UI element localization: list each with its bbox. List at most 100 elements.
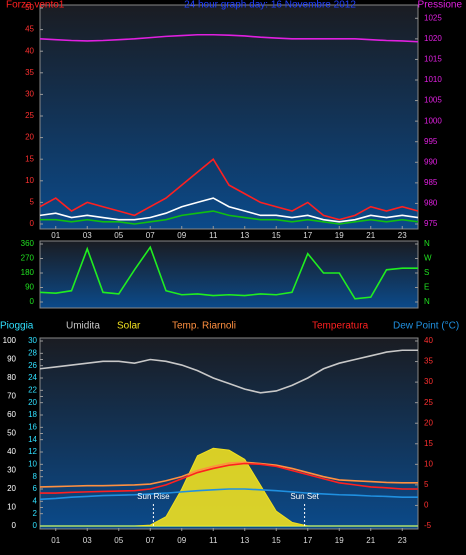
x-tick-label: 15 xyxy=(272,536,281,545)
y2-tick-label: 995 xyxy=(424,137,438,146)
y2-tick-label: 15 xyxy=(424,439,433,448)
x-tick-label: 11 xyxy=(209,536,218,545)
y-tick-label: 25 xyxy=(25,111,34,120)
line xyxy=(39,157,419,221)
y-tick-label: 90 xyxy=(25,283,34,292)
x-tick-label: 01 xyxy=(51,231,60,240)
y-tick-label: 80 xyxy=(7,373,16,382)
y-tick-label: 10 xyxy=(25,176,34,185)
x-tick-label: 05 xyxy=(114,536,123,545)
y2-tick-label: 1005 xyxy=(424,96,442,105)
x-tick-label: 15 xyxy=(272,231,281,240)
y3-tick-label: 14 xyxy=(28,435,37,444)
y3-tick-label: 30 xyxy=(28,336,37,345)
y-tick-label: 35 xyxy=(25,68,34,77)
y-tick-label: 180 xyxy=(21,268,35,277)
legend-entry: Temp. Riarnoli xyxy=(172,321,236,332)
y2-tick-label: 1015 xyxy=(424,55,442,64)
x-tick-label: 17 xyxy=(303,536,312,545)
x-tick-label: 17 xyxy=(303,231,312,240)
y-tick-label: 30 xyxy=(7,466,16,475)
line xyxy=(40,210,419,225)
y-tick-label: 70 xyxy=(7,392,16,401)
chart-title: 24 hour graph day: 16 Novembre 2012 xyxy=(184,0,356,11)
y2-tick-label: 30 xyxy=(424,377,433,386)
y3-tick-label: 20 xyxy=(28,398,37,407)
line xyxy=(39,488,418,501)
panel-direction xyxy=(39,240,419,309)
y2-tick-label: 980 xyxy=(424,199,438,208)
annotation: Sun Rise xyxy=(137,492,170,501)
legend-entry: Dew Point (°C) xyxy=(393,321,459,332)
x-tick-label: 01 xyxy=(51,536,60,545)
y-tick-label: 50 xyxy=(7,429,16,438)
x-tick-label: 23 xyxy=(398,231,407,240)
y3-tick-label: 2 xyxy=(33,509,38,518)
y-tick-label: 360 xyxy=(21,239,35,248)
x-tick-label: 19 xyxy=(335,231,344,240)
line xyxy=(39,349,418,394)
y3-tick-label: 22 xyxy=(28,385,37,394)
y2-tick-label: N xyxy=(424,297,430,306)
y3-tick-label: 6 xyxy=(33,484,38,493)
y-tick-label: 40 xyxy=(25,46,34,55)
x-tick-label: 21 xyxy=(366,231,375,240)
y3-tick-label: 26 xyxy=(28,361,37,370)
y-tick-label: 15 xyxy=(25,154,34,163)
y2-tick-label: 5 xyxy=(424,480,429,489)
line xyxy=(39,245,418,300)
y3-tick-label: 28 xyxy=(28,348,37,357)
line xyxy=(40,462,418,494)
y2-tick-label: 1025 xyxy=(424,13,442,22)
y2-tick-label: 1000 xyxy=(424,116,442,125)
y2-tick-label: 990 xyxy=(424,157,438,166)
y-tick-label: 45 xyxy=(25,25,34,34)
y2-tick-label: 0 xyxy=(424,501,429,510)
legend-entry: Pioggia xyxy=(0,321,34,332)
legend-entry: Pressione xyxy=(418,0,463,11)
x-tick-label: 09 xyxy=(177,231,186,240)
line xyxy=(39,197,419,223)
y2-tick-label: 985 xyxy=(424,178,438,187)
x-tick-label: 07 xyxy=(146,231,155,240)
y-tick-label: 60 xyxy=(7,410,16,419)
y-tick-label: 20 xyxy=(25,133,34,142)
y2-tick-label: S xyxy=(424,268,429,277)
y2-tick-label: E xyxy=(424,283,429,292)
y2-tick-label: N xyxy=(424,239,430,248)
y-tick-label: 10 xyxy=(7,503,16,512)
panel-wind xyxy=(39,4,419,230)
x-tick-label: 07 xyxy=(146,536,155,545)
x-tick-label: 19 xyxy=(335,536,344,545)
y2-tick-label: 35 xyxy=(424,357,433,366)
annotation: Sun Set xyxy=(290,492,319,501)
y-tick-label: 0 xyxy=(30,219,35,228)
y-tick-label: 40 xyxy=(7,447,16,456)
x-tick-label: 13 xyxy=(240,231,249,240)
y-tick-label: 0 xyxy=(12,521,17,530)
y3-tick-label: 10 xyxy=(28,459,37,468)
y-tick-label: 30 xyxy=(25,90,34,99)
legend-entry: Forza vento1 xyxy=(6,0,65,11)
x-tick-label: 11 xyxy=(209,231,218,240)
x-tick-label: 09 xyxy=(177,536,186,545)
y2-tick-label: 10 xyxy=(424,459,433,468)
y-tick-label: 100 xyxy=(3,336,17,345)
y2-tick-label: 975 xyxy=(424,219,438,228)
y-tick-label: 5 xyxy=(30,198,35,207)
y3-tick-label: 16 xyxy=(28,422,37,431)
y3-tick-label: 18 xyxy=(28,410,37,419)
y2-tick-label: 25 xyxy=(424,398,433,407)
y-tick-label: 20 xyxy=(7,484,16,493)
x-tick-label: 13 xyxy=(240,536,249,545)
y-tick-label: 0 xyxy=(30,297,35,306)
y3-tick-label: 4 xyxy=(33,496,38,505)
area xyxy=(40,447,418,527)
y2-tick-label: 1010 xyxy=(424,75,442,84)
y2-tick-label: W xyxy=(424,254,432,263)
line xyxy=(39,33,419,43)
y2-tick-label: -5 xyxy=(424,521,432,530)
y3-tick-label: 24 xyxy=(28,373,37,382)
x-tick-label: 03 xyxy=(83,231,92,240)
y3-tick-label: 12 xyxy=(28,447,37,456)
